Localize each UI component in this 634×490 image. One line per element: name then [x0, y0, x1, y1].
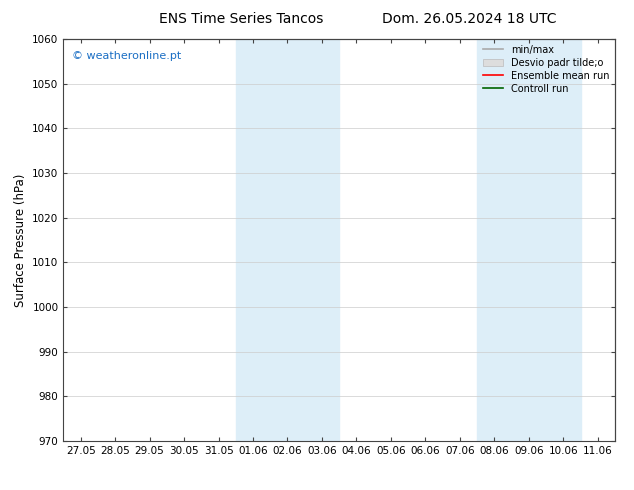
Text: ENS Time Series Tancos: ENS Time Series Tancos [158, 12, 323, 26]
Y-axis label: Surface Pressure (hPa): Surface Pressure (hPa) [14, 173, 27, 307]
Bar [236, 39, 339, 441]
Text: Dom. 26.05.2024 18 UTC: Dom. 26.05.2024 18 UTC [382, 12, 557, 26]
Text: © weatheronline.pt: © weatheronline.pt [72, 51, 181, 61]
Legend: min/max, Desvio padr tilde;o, Ensemble mean run, Controll run: min/max, Desvio padr tilde;o, Ensemble m… [479, 41, 613, 98]
Bar [477, 39, 581, 441]
